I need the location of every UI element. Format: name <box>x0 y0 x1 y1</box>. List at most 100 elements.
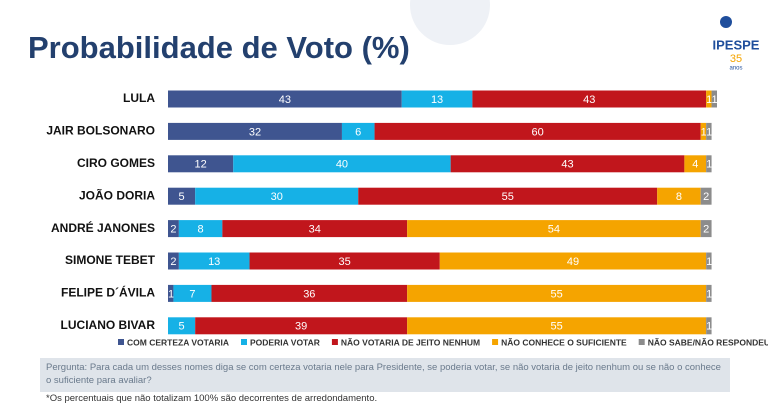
value-label: 55 <box>551 288 563 300</box>
bar-segment <box>700 220 712 238</box>
bar-segment <box>401 90 473 108</box>
value-label: 1 <box>706 256 712 268</box>
value-label: 36 <box>303 288 315 300</box>
value-label: 34 <box>309 224 321 236</box>
logo-mark <box>720 16 732 28</box>
value-label: 12 <box>194 159 206 171</box>
value-label: 49 <box>567 256 579 268</box>
bar-segment <box>657 187 701 205</box>
category-label: LUCIANO BIVAR <box>61 318 156 332</box>
value-label: 6 <box>355 126 361 138</box>
value-label: 43 <box>279 94 291 106</box>
bar-segment <box>168 155 234 173</box>
bar-segment <box>168 220 179 238</box>
bar-segment <box>407 284 707 302</box>
bar-segment <box>233 155 451 173</box>
value-label: 55 <box>551 321 563 333</box>
bar-segment <box>178 252 250 270</box>
bar-segment <box>711 90 717 108</box>
value-label: 5 <box>179 321 185 333</box>
value-label: 1 <box>706 159 712 171</box>
bar-segment <box>168 284 174 302</box>
legend-label: PODERIA VOTAR <box>250 337 320 347</box>
value-label: 7 <box>189 288 195 300</box>
value-label: 2 <box>703 224 709 236</box>
value-label: 35 <box>339 256 351 268</box>
bar-segment <box>341 122 375 140</box>
legend-swatch <box>492 339 499 345</box>
category-label: LULA <box>123 91 155 105</box>
value-label: 55 <box>502 191 514 203</box>
bar-segment <box>168 317 196 335</box>
bar-segment <box>195 187 359 205</box>
value-label: 39 <box>295 321 307 333</box>
value-label: 13 <box>208 256 220 268</box>
value-label: 1 <box>701 126 707 138</box>
bar-segment <box>168 122 342 140</box>
logo-sub: anos <box>729 66 742 72</box>
category-label: CIRO GOMES <box>77 156 155 170</box>
bar-segment <box>706 155 712 173</box>
value-label: 1 <box>712 94 718 106</box>
value-label: 54 <box>548 224 560 236</box>
bar-segment <box>684 155 707 173</box>
bar-segment <box>706 284 712 302</box>
value-label: 2 <box>703 191 709 203</box>
legend-swatch <box>638 339 645 345</box>
bar-segment <box>472 90 707 108</box>
value-label: 40 <box>336 159 348 171</box>
bar-segment <box>168 90 402 108</box>
value-label: 43 <box>583 94 595 106</box>
category-label: JOÃO DORIA <box>79 187 155 202</box>
value-label: 4 <box>692 159 698 171</box>
value-label: 43 <box>561 159 573 171</box>
legend-label: NÃO SABE/NÃO RESPONDEU <box>648 337 768 347</box>
legend-label: NÃO CONHECE O SUFICIENTE <box>501 337 627 347</box>
bar-segment <box>450 155 685 173</box>
value-label: 2 <box>170 256 176 268</box>
value-label: 13 <box>431 94 443 106</box>
bar-segment <box>195 317 408 335</box>
category-label: FELIPE D´ÁVILA <box>61 285 155 300</box>
value-label: 2 <box>170 224 176 236</box>
value-label: 1 <box>706 321 712 333</box>
value-label: 60 <box>531 126 543 138</box>
decoration <box>410 0 490 45</box>
footnote: *Os percentuais que não totalizam 100% s… <box>46 393 378 404</box>
bar-segment <box>407 220 701 238</box>
bar-segment <box>358 187 658 205</box>
value-label: 8 <box>676 191 682 203</box>
category-label: SIMONE TEBET <box>65 253 156 267</box>
value-label: 30 <box>271 191 283 203</box>
bar-segment <box>178 220 223 238</box>
logo: IPESPE 35 anos <box>713 16 760 72</box>
value-label: 32 <box>249 126 261 138</box>
chart: Probabilidade de Voto (%) IPESPE 35 anos… <box>28 0 768 347</box>
bar-segment <box>706 90 712 108</box>
bar-segment <box>168 187 196 205</box>
logo-years: 35 <box>730 53 742 65</box>
value-label: 8 <box>198 224 204 236</box>
bar-segment <box>700 122 707 140</box>
logo-name: IPESPE <box>713 37 760 52</box>
question: Pergunta: Para cada um desses nomes diga… <box>40 358 730 392</box>
category-label: JAIR BOLSONARO <box>46 124 155 138</box>
bar-segment <box>168 252 179 270</box>
value-label: 1 <box>168 288 174 300</box>
bar-segment <box>706 317 712 335</box>
legend-label: NÃO VOTARIA DE JEITO NENHUM <box>341 337 480 347</box>
bar-segment <box>407 317 707 335</box>
legend-label: COM CERTEZA VOTARIA <box>127 337 229 347</box>
bar-segment <box>700 187 712 205</box>
category-label: ANDRÉ JANONES <box>51 220 155 235</box>
value-label: 1 <box>706 288 712 300</box>
legend-swatch <box>241 339 247 345</box>
value-label: 1 <box>706 126 712 138</box>
bar-segment <box>222 220 408 238</box>
value-label: 1 <box>706 94 712 106</box>
bar-segment <box>249 252 440 270</box>
bar-segment <box>706 252 712 270</box>
bar-segment <box>374 122 701 140</box>
chart-title: Probabilidade de Voto (%) <box>28 30 410 65</box>
